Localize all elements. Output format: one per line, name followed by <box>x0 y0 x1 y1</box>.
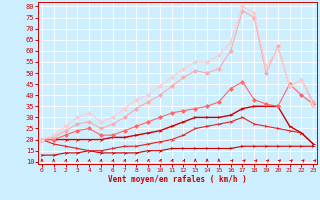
X-axis label: Vent moyen/en rafales ( km/h ): Vent moyen/en rafales ( km/h ) <box>108 175 247 184</box>
